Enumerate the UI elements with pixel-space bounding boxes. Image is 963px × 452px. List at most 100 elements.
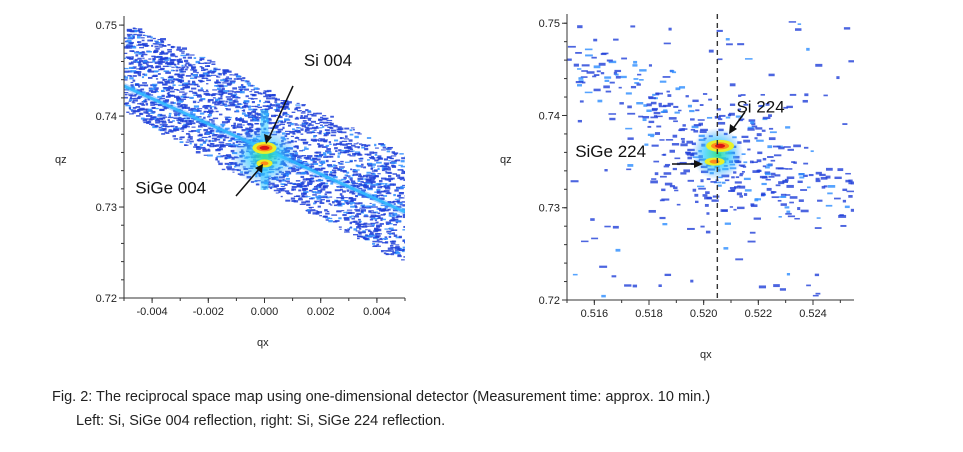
- intensity-speck: [711, 199, 719, 202]
- intensity-speck: [339, 141, 343, 144]
- intensity-speck: [179, 50, 185, 52]
- intensity-speck: [162, 65, 169, 68]
- intensity-speck: [741, 135, 749, 138]
- peak-glow: [230, 125, 299, 186]
- intensity-speck: [130, 46, 137, 49]
- intensity-speck: [253, 87, 259, 90]
- intensity-speck: [124, 96, 128, 99]
- intensity-speck: [374, 236, 380, 238]
- intensity-speck: [651, 144, 659, 147]
- intensity-speck: [211, 93, 216, 96]
- intensity-speck: [196, 85, 200, 88]
- intensity-speck: [223, 90, 229, 93]
- intensity-speck: [403, 179, 405, 181]
- intensity-speck: [300, 182, 305, 185]
- intensity-speck: [584, 48, 593, 51]
- intensity-speck: [128, 63, 132, 65]
- intensity-speck: [318, 194, 321, 198]
- intensity-speck: [214, 81, 220, 83]
- intensity-speck: [334, 139, 339, 142]
- intensity-speck: [373, 238, 379, 240]
- intensity-speck: [398, 191, 404, 195]
- intensity-speck: [643, 104, 648, 107]
- intensity-speck: [615, 248, 621, 252]
- intensity-speck: [786, 272, 791, 276]
- intensity-speck: [203, 72, 209, 75]
- intensity-speck: [762, 165, 767, 168]
- intensity-speck: [402, 178, 405, 180]
- intensity-speck: [229, 145, 233, 148]
- intensity-speck: [363, 237, 367, 240]
- intensity-speck: [177, 74, 183, 78]
- intensity-speck: [401, 250, 405, 253]
- intensity-speck: [319, 124, 323, 126]
- intensity-speck: [312, 157, 318, 160]
- intensity-speck: [350, 205, 356, 208]
- intensity-speck: [178, 69, 183, 71]
- intensity-speck: [164, 131, 167, 134]
- intensity-speck: [639, 79, 644, 81]
- intensity-speck: [737, 108, 742, 111]
- intensity-speck: [299, 150, 304, 152]
- intensity-speck: [221, 124, 225, 128]
- intensity-speck: [296, 183, 302, 186]
- intensity-speck: [255, 105, 259, 108]
- intensity-speck: [247, 122, 252, 125]
- intensity-speck: [172, 84, 176, 87]
- intensity-speck: [387, 201, 392, 204]
- intensity-speck: [615, 75, 621, 79]
- intensity-speck: [266, 118, 272, 121]
- intensity-speck: [285, 104, 290, 106]
- intensity-speck: [295, 136, 299, 138]
- intensity-speck: [370, 177, 376, 180]
- intensity-speck: [297, 183, 301, 185]
- intensity-speck: [325, 159, 329, 163]
- intensity-speck: [143, 101, 148, 103]
- intensity-speck: [816, 217, 821, 219]
- intensity-speck: [800, 209, 809, 213]
- intensity-speck: [310, 158, 315, 162]
- intensity-speck: [671, 71, 677, 74]
- intensity-speck: [172, 135, 176, 138]
- intensity-speck: [320, 199, 325, 201]
- intensity-speck: [306, 178, 311, 181]
- intensity-speck: [343, 176, 347, 179]
- intensity-speck: [611, 275, 617, 278]
- intensity-speck: [737, 43, 745, 46]
- intensity-speck: [242, 85, 246, 89]
- intensity-speck: [173, 138, 179, 140]
- intensity-speck: [383, 185, 386, 188]
- intensity-speck: [757, 151, 763, 155]
- intensity-speck: [341, 202, 345, 205]
- intensity-speck: [365, 176, 369, 178]
- intensity-speck: [642, 115, 650, 119]
- intensity-speck: [743, 161, 748, 164]
- intensity-speck: [249, 91, 253, 93]
- intensity-speck: [255, 118, 260, 121]
- intensity-speck: [332, 160, 336, 162]
- intensity-speck: [658, 284, 662, 288]
- intensity-speck: [296, 127, 299, 129]
- intensity-speck: [349, 202, 353, 205]
- intensity-speck: [207, 148, 210, 151]
- intensity-speck: [848, 195, 853, 198]
- intensity-speck: [318, 127, 323, 129]
- intensity-speck: [225, 80, 230, 82]
- intensity-speck: [154, 40, 159, 42]
- intensity-speck: [368, 176, 375, 179]
- intensity-speck: [313, 112, 318, 115]
- intensity-speck: [782, 179, 788, 182]
- intensity-speck: [161, 133, 166, 135]
- intensity-speck: [819, 173, 826, 177]
- intensity-speck: [387, 175, 392, 178]
- intensity-speck: [385, 253, 389, 256]
- intensity-speck: [130, 84, 134, 87]
- intensity-speck: [691, 125, 699, 129]
- intensity-speck: [329, 127, 334, 130]
- intensity-speck: [316, 184, 323, 186]
- intensity-speck: [759, 175, 768, 179]
- intensity-speck: [346, 175, 351, 177]
- intensity-speck: [395, 236, 402, 239]
- intensity-speck: [656, 115, 663, 118]
- intensity-speck: [196, 139, 200, 142]
